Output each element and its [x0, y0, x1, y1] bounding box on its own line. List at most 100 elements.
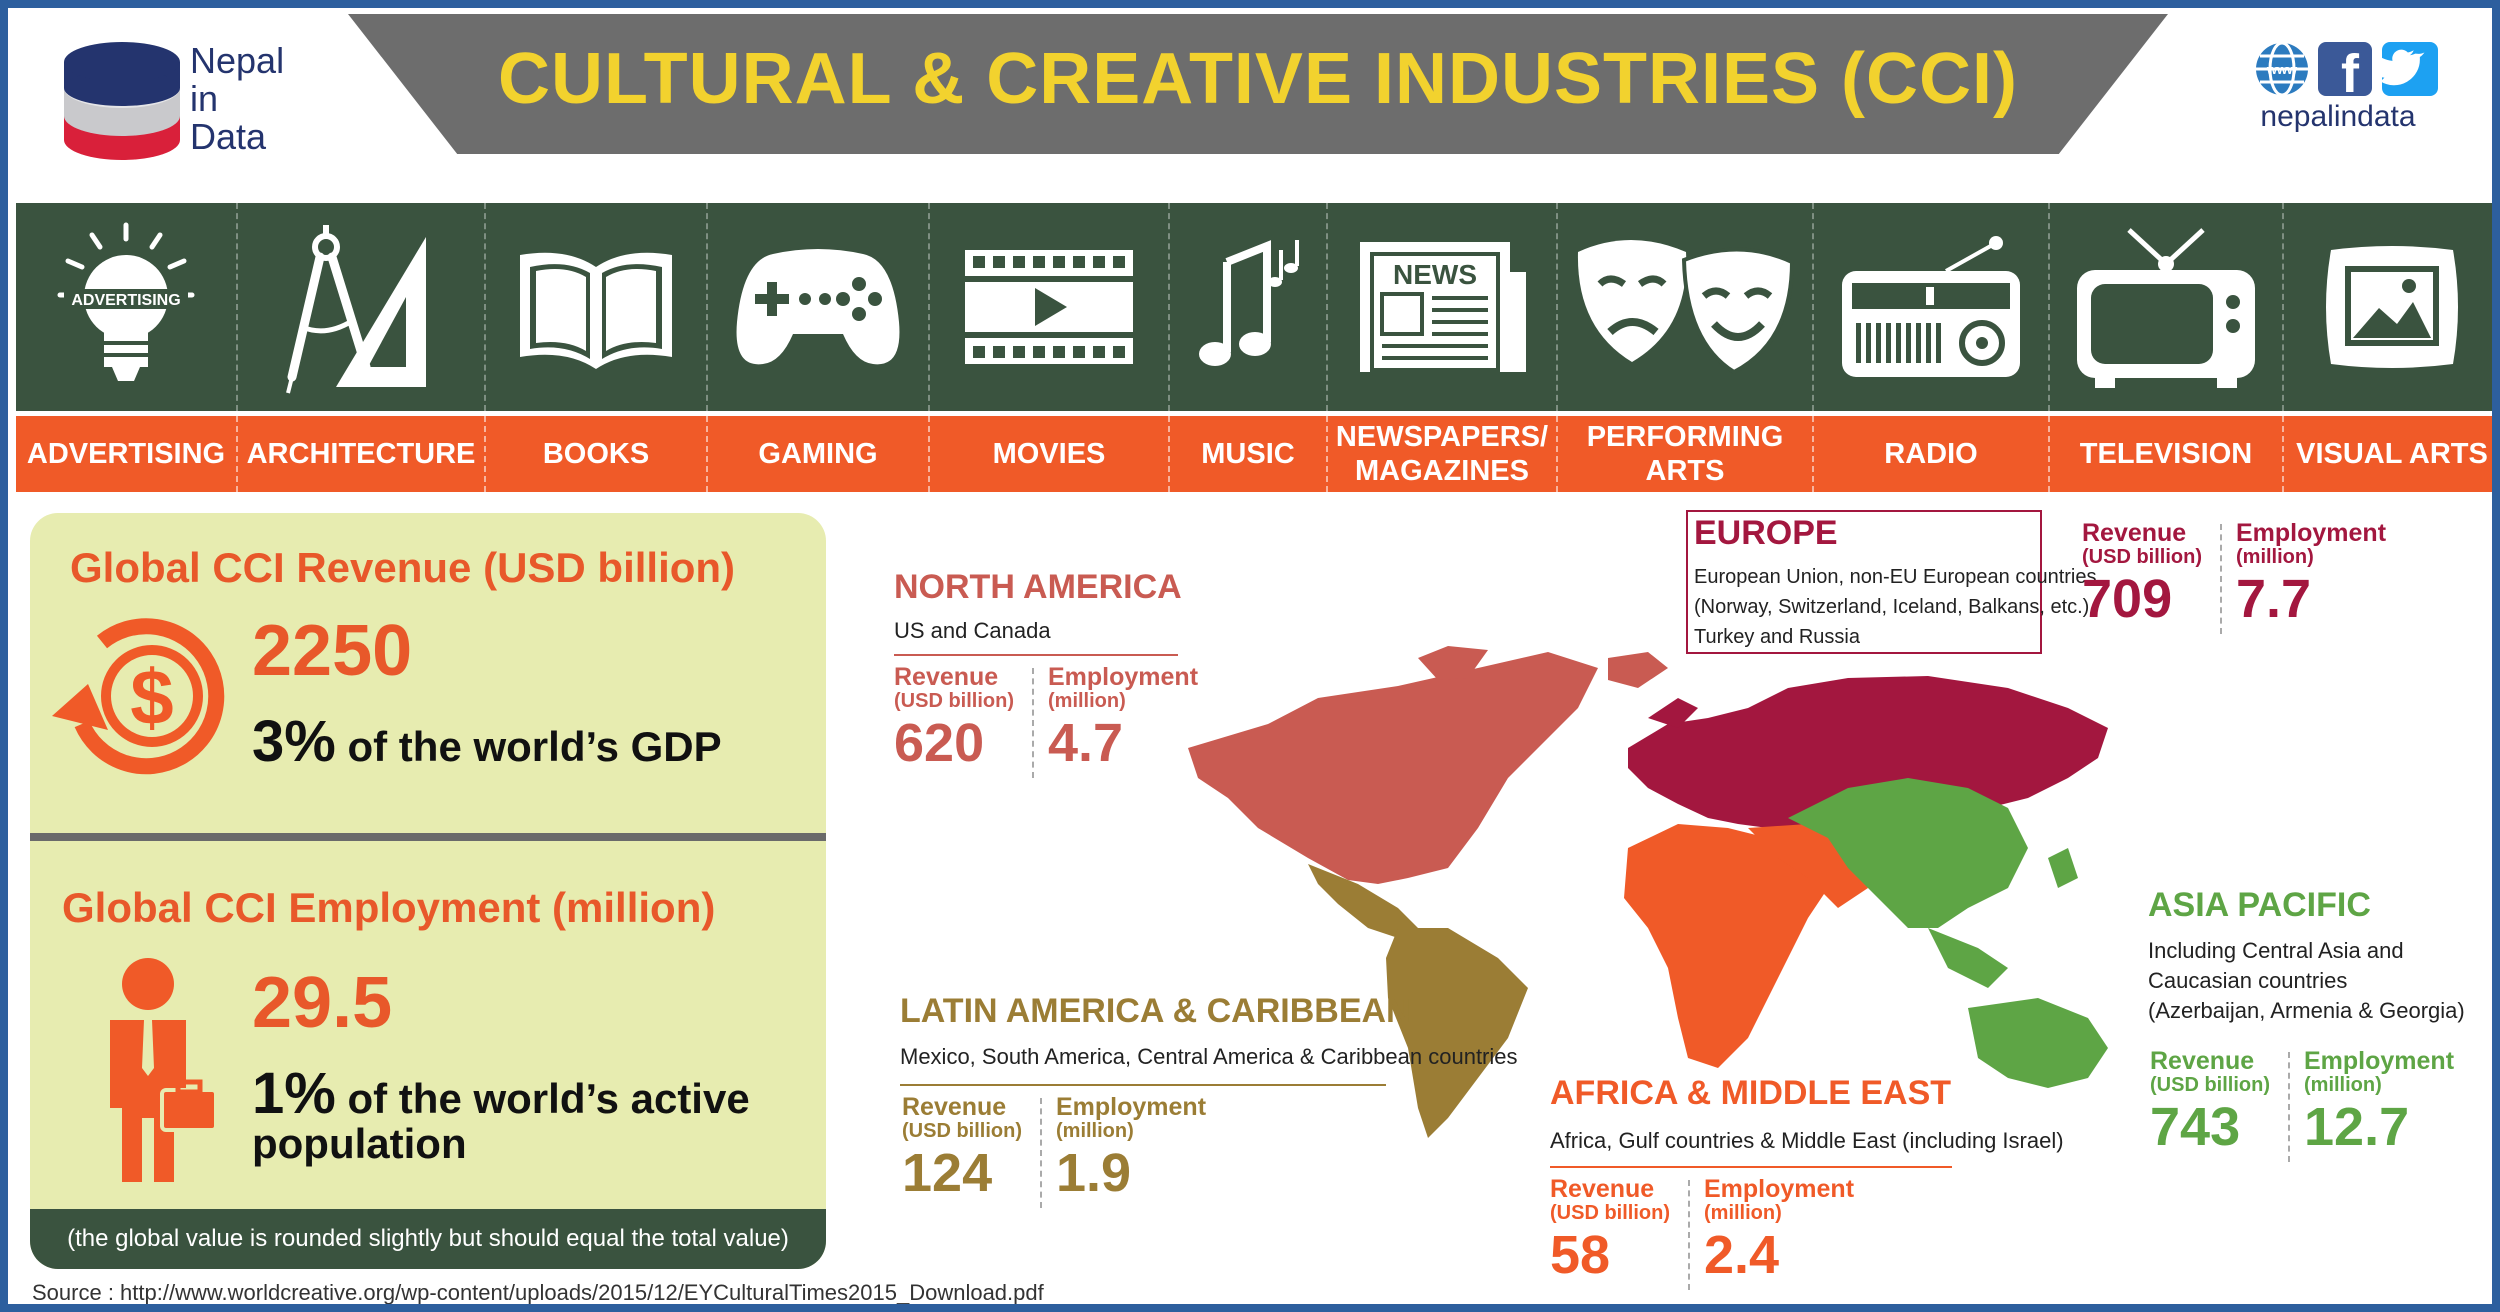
global-revenue-panel	[30, 513, 826, 833]
global-revenue-pct-text: of the world’s GDP	[335, 723, 722, 770]
television-icon	[2050, 203, 2284, 411]
svg-text:$: $	[130, 653, 173, 741]
revenue-unit: (USD billion)	[1550, 1202, 1670, 1224]
region-europe-employment: 7.7	[2236, 569, 2312, 629]
global-revenue-pct: 3%	[252, 709, 336, 774]
category-radio: RADIO	[1814, 416, 2050, 492]
region-latin-america-desc: Mexico, South America, Central America &…	[900, 1044, 1518, 1069]
north-america-region	[1188, 646, 1668, 884]
latin-america-region	[1308, 864, 1528, 1138]
category-icon-band: ADVERTISING	[16, 203, 2492, 411]
region-europe-employment-block: Employment (million) 7.7	[2236, 520, 2386, 630]
employment-label: Employment	[1704, 1175, 1855, 1203]
category-performing-arts: PERFORMING ARTS	[1558, 416, 1814, 492]
revenue-label: Revenue	[1550, 1175, 1655, 1203]
region-europe-name: EUROPE	[1694, 514, 1838, 552]
compass-ruler-icon	[238, 203, 486, 411]
employment-unit: (million)	[1048, 690, 1126, 712]
region-latin-america-name: LATIN AMERICA & CARIBBEAN	[900, 992, 1411, 1030]
nepal-in-data-logo	[64, 42, 180, 160]
region-africa-me-name: AFRICA & MIDDLE EAST	[1550, 1074, 1952, 1112]
social-icons: www f	[2256, 41, 2438, 98]
brand-url: nepalindata	[2260, 100, 2416, 133]
stat-divider	[2288, 1052, 2290, 1162]
stat-divider	[1688, 1180, 1690, 1290]
facebook-icon: f	[2318, 42, 2372, 98]
stat-divider	[1040, 1098, 1042, 1208]
revenue-unit: (USD billion)	[2150, 1074, 2270, 1096]
region-africa-me-revenue: 58	[1550, 1225, 1611, 1285]
revenue-unit: (USD billion)	[902, 1120, 1022, 1142]
region-europe-revenue: 709	[2082, 569, 2173, 629]
global-employment-value: 29.5	[252, 963, 393, 1043]
stat-divider	[1032, 668, 1034, 778]
global-revenue-heading: Global CCI Revenue (USD billion)	[70, 544, 736, 591]
category-television: TELEVISION	[2050, 416, 2284, 492]
revenue-label: Revenue	[2150, 1047, 2255, 1075]
employment-unit: (million)	[2304, 1074, 2382, 1096]
region-latin-america-revenue: 124	[902, 1143, 993, 1203]
region-asia-pacific-employment-block: Employment (million) 12.7	[2304, 1048, 2454, 1158]
region-asia-pacific-employment: 12.7	[2304, 1097, 2410, 1157]
region-asia-pacific-desc-1: Including Central Asia and	[2148, 938, 2404, 963]
global-revenue-value: 2250	[252, 611, 413, 691]
employment-unit: (million)	[1704, 1202, 1782, 1224]
category-gaming: GAMING	[708, 416, 930, 492]
logo-line-1: Nepal	[190, 40, 285, 81]
category-architecture: ARCHITECTURE	[238, 416, 486, 492]
region-europe-desc-1: European Union, non-EU European countrie…	[1694, 566, 2097, 588]
newspaper-icon: NEWS	[1328, 203, 1558, 411]
category-music: MUSIC	[1170, 416, 1328, 492]
picture-frame-icon	[2284, 203, 2492, 411]
employment-label: Employment	[1048, 663, 1199, 691]
employment-label: Employment	[2236, 519, 2387, 547]
region-asia-pacific-name: ASIA PACIFIC	[2148, 886, 2371, 924]
source-citation: Source : http://www.worldcreative.org/wp…	[32, 1280, 1044, 1305]
region-europe-desc-3: Turkey and Russia	[1694, 626, 1860, 648]
world-map	[1188, 646, 2108, 1138]
region-north-america-desc: US and Canada	[894, 618, 1051, 643]
category-movies: MOVIES	[930, 416, 1170, 492]
region-latin-america-rule	[900, 1084, 1386, 1086]
region-north-america-rule	[894, 654, 1178, 656]
page-title: CULTURAL & CREATIVE INDUSTRIES (CCI)	[498, 39, 2018, 119]
employment-unit: (million)	[1056, 1120, 1134, 1142]
region-north-america-revenue-block: Revenue (USD billion) 620	[894, 664, 1014, 774]
europe-russia-region	[1628, 676, 2108, 838]
region-asia-pacific-revenue: 743	[2150, 1097, 2241, 1157]
rounding-note: (the global value is rounded slightly bu…	[30, 1209, 826, 1269]
gamepad-icon	[708, 203, 930, 411]
global-employment-pct-text: of the world’s active	[335, 1075, 750, 1122]
advertising-bulb-label: ADVERTISING	[71, 292, 180, 309]
global-employment-share: 1% of the world’s active	[252, 1060, 750, 1127]
region-latin-america-revenue-block: Revenue (USD billion) 124	[902, 1094, 1022, 1204]
region-europe-revenue-block: Revenue (USD billion) 709	[2082, 520, 2202, 630]
region-europe-desc-2: (Norway, Switzerland, Iceland, Balkans, …	[1694, 596, 2095, 618]
asia-pacific-region	[1788, 778, 2108, 1088]
region-africa-me-revenue-block: Revenue (USD billion) 58	[1550, 1176, 1670, 1286]
region-europe-box	[1686, 510, 2042, 654]
svg-text:www: www	[2266, 62, 2298, 77]
region-asia-pacific-desc-2: Caucasian countries	[2148, 968, 2348, 993]
region-africa-me-desc: Africa, Gulf countries & Middle East (in…	[1550, 1128, 2064, 1153]
region-africa-me-employment-block: Employment (million) 2.4	[1704, 1176, 1854, 1286]
category-visual-arts: VISUAL ARTS	[2296, 438, 2488, 470]
revenue-label: Revenue	[2082, 519, 2187, 547]
logo-text: Nepal in Data	[190, 42, 284, 156]
region-north-america-name: NORTH AMERICA	[894, 568, 1182, 606]
category-newspapers-magazines: NEWSPAPERS/ MAGAZINES	[1328, 416, 1558, 492]
stat-divider	[2220, 524, 2222, 634]
employment-label: Employment	[1056, 1093, 1207, 1121]
region-north-america-employment: 4.7	[1048, 713, 1124, 773]
employment-unit: (million)	[2236, 546, 2314, 568]
region-north-america-employment-block: Employment (million) 4.7	[1048, 664, 1198, 774]
dollar-cycle-icon: $	[52, 618, 225, 775]
revenue-unit: (USD billion)	[2082, 546, 2202, 568]
logo-line-2: in	[190, 78, 219, 119]
title-banner	[348, 14, 2168, 154]
radio-icon	[1814, 203, 2050, 411]
region-latin-america-employment-block: Employment (million) 1.9	[1056, 1094, 1206, 1204]
africa-middle-east-region	[1624, 824, 1868, 1068]
logo-line-3: Data	[190, 116, 267, 157]
